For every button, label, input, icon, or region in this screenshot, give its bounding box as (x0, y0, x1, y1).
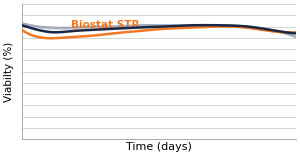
Y-axis label: Viabilty (%): Viabilty (%) (4, 41, 14, 102)
X-axis label: Time (days): Time (days) (126, 142, 192, 152)
Text: Biostat STR: Biostat STR (71, 20, 140, 30)
